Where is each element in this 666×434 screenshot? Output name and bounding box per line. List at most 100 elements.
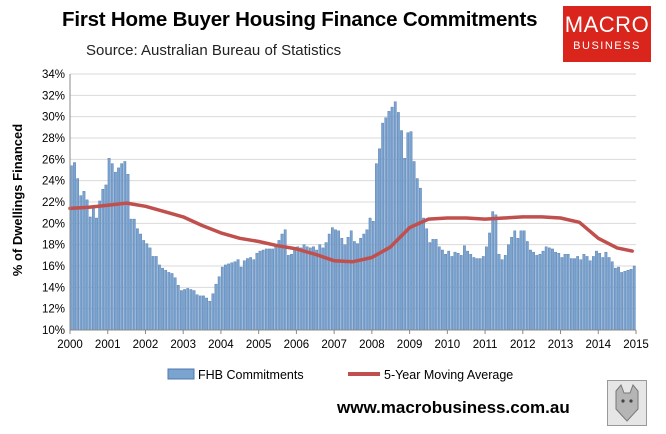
x-tick-label: 2009 xyxy=(397,339,423,351)
bar xyxy=(76,178,80,331)
x-tick-label: 2000 xyxy=(57,339,83,351)
bar xyxy=(183,289,186,331)
bar xyxy=(547,247,551,331)
bar xyxy=(280,233,284,331)
bar xyxy=(205,297,208,331)
bar xyxy=(271,248,274,331)
bar xyxy=(224,264,227,331)
bar xyxy=(198,295,202,331)
bar xyxy=(158,264,161,331)
bar xyxy=(503,255,507,331)
chart-title: First Home Buyer Housing Finance Commitm… xyxy=(62,8,538,31)
x-tick-label: 2012 xyxy=(510,339,536,351)
bar xyxy=(321,247,325,331)
bar xyxy=(535,255,539,331)
bar xyxy=(315,249,319,331)
bar xyxy=(349,230,353,331)
bar xyxy=(123,161,127,331)
bar xyxy=(434,239,438,331)
bar xyxy=(532,251,535,331)
bar xyxy=(541,250,545,331)
bar xyxy=(447,250,451,331)
y-tick-label: 22% xyxy=(42,197,65,209)
bar xyxy=(202,295,205,331)
bar xyxy=(491,211,495,331)
bar xyxy=(117,167,120,331)
bar xyxy=(409,131,413,331)
bar xyxy=(472,257,476,331)
gridlines xyxy=(70,73,636,310)
bar xyxy=(88,216,92,331)
bar xyxy=(148,247,152,331)
wolf-image xyxy=(615,384,639,422)
bar xyxy=(252,259,256,331)
bar xyxy=(290,254,293,331)
bar xyxy=(236,259,240,331)
bar xyxy=(246,258,249,331)
bar xyxy=(371,220,375,331)
bar xyxy=(258,250,262,331)
bar xyxy=(375,163,378,331)
y-axis-label: % of Dwellings Financed xyxy=(10,124,25,276)
bar xyxy=(126,174,130,331)
y-tick-label: 12% xyxy=(42,304,65,316)
x-tick-labels: 2000 2001 2002 2003 2004 2005 2006 2007 2008 2009… xyxy=(57,339,649,351)
bar xyxy=(274,244,278,331)
bar xyxy=(488,232,491,331)
x-tick-label: 2010 xyxy=(435,339,461,351)
bar xyxy=(343,244,347,331)
bar xyxy=(189,289,193,331)
bar xyxy=(217,276,221,331)
y-tick-label: 24% xyxy=(42,176,65,188)
bar xyxy=(453,251,457,331)
bar xyxy=(296,246,300,331)
bar xyxy=(459,255,463,331)
bar xyxy=(220,266,224,331)
bar xyxy=(497,254,501,331)
legend-label-line: 5-Year Moving Average xyxy=(384,368,513,382)
x-tick-label: 2008 xyxy=(359,339,385,351)
bar xyxy=(365,229,369,331)
bar xyxy=(529,249,532,331)
bar xyxy=(136,228,139,331)
bar xyxy=(132,218,136,331)
bar xyxy=(463,245,466,331)
bar xyxy=(368,217,372,331)
bar xyxy=(412,161,416,331)
bar xyxy=(239,266,243,331)
bar xyxy=(211,293,215,331)
x-tick-label: 2011 xyxy=(473,339,498,351)
bar xyxy=(554,251,557,331)
bar xyxy=(437,246,441,331)
bar xyxy=(607,257,611,331)
bar xyxy=(551,248,554,331)
bar xyxy=(598,252,602,331)
bar xyxy=(98,200,102,331)
x-tick-label: 2002 xyxy=(133,339,159,351)
logo-line-1: MACRO xyxy=(564,12,650,37)
bar xyxy=(591,256,595,331)
logo-line-2: BUSINESS xyxy=(573,40,641,52)
bar xyxy=(513,230,517,331)
x-tick-label: 2007 xyxy=(321,339,347,351)
bar xyxy=(227,263,230,331)
bar xyxy=(469,254,473,331)
bar xyxy=(538,254,542,331)
bar xyxy=(626,270,630,331)
bar xyxy=(308,247,312,331)
bar xyxy=(623,271,627,331)
bar xyxy=(330,227,334,331)
chart-subtitle: Source: Australian Bureau of Statistics xyxy=(86,42,342,59)
bar xyxy=(180,290,183,331)
y-tick-label: 32% xyxy=(42,90,65,102)
x-tick-label: 2001 xyxy=(95,339,121,351)
bar xyxy=(277,240,281,331)
bar xyxy=(384,117,388,331)
bar xyxy=(142,240,146,331)
bar xyxy=(415,178,419,331)
bar xyxy=(302,244,306,331)
bar xyxy=(393,101,397,331)
legend-swatch-bars xyxy=(167,368,195,380)
bar xyxy=(494,214,498,331)
bar xyxy=(164,270,168,331)
